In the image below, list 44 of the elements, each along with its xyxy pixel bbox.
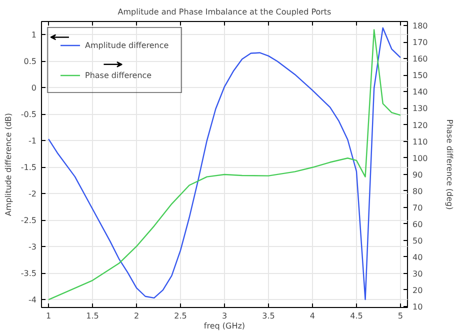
- y2-tick-label: 140: [412, 88, 428, 97]
- y-tick-label: -2: [28, 190, 37, 199]
- y2-tick-label: 100: [412, 154, 428, 163]
- x-tick-label: 5: [398, 312, 404, 320]
- x-tick-label: 1: [46, 312, 52, 320]
- x-tick-label: 2: [134, 312, 140, 320]
- legend-label: Amplitude difference: [85, 40, 169, 50]
- y2-tick-label: 120: [412, 120, 428, 130]
- y2-tick-label: 10: [412, 302, 423, 312]
- y-tick-label: 0: [31, 84, 37, 93]
- y2-tick-label: 180: [412, 22, 428, 31]
- y2-tick-label: 30: [412, 269, 423, 278]
- x-tick-label: 4.5: [350, 312, 363, 320]
- x-tick-label: 3.5: [262, 312, 275, 320]
- x-tick-label: 2.5: [174, 312, 187, 320]
- y2-tick-label: 90: [412, 170, 423, 180]
- y-tick-label: -3: [28, 242, 37, 252]
- y2-tick-label: 80: [412, 186, 423, 196]
- y2-tick-label: 70: [412, 203, 423, 212]
- y-tick-label: -2.5: [20, 216, 36, 226]
- y2-tick-label: 50: [412, 236, 423, 246]
- y-tick-label: 1: [31, 30, 37, 40]
- y-tick-label: 0.5: [24, 57, 37, 66]
- x-tick-label: 1.5: [86, 312, 99, 320]
- y2-tick-label: 150: [412, 71, 428, 80]
- y2-tick-label: 170: [412, 38, 428, 48]
- y-tick-label: -1: [28, 136, 37, 146]
- y2-tick-label: 130: [412, 104, 428, 114]
- x-axis-title: freq (GHz): [204, 322, 246, 330]
- y-tick-label: -4: [28, 296, 37, 305]
- y2-tick-label: 110: [412, 137, 428, 146]
- y2-tick-label: 20: [412, 286, 423, 295]
- y2-tick-label: 60: [412, 220, 423, 229]
- y2-axis-title: Phase difference (deg): [444, 119, 454, 210]
- y-tick-label: -0.5: [20, 110, 36, 120]
- chart-title: Amplitude and Phase Imbalance at the Coupled Ports: [118, 8, 332, 16]
- y-tick-label: -1.5: [20, 163, 36, 172]
- legend-label: Phase difference: [85, 70, 152, 80]
- y-tick-label: -3.5: [20, 269, 36, 278]
- x-tick-label: 3: [222, 312, 228, 320]
- y2-tick-label: 40: [412, 252, 423, 262]
- y2-tick-label: 160: [412, 54, 428, 64]
- y-axis-title: Amplitude difference (dB): [4, 112, 13, 216]
- x-tick-label: 4: [310, 312, 316, 320]
